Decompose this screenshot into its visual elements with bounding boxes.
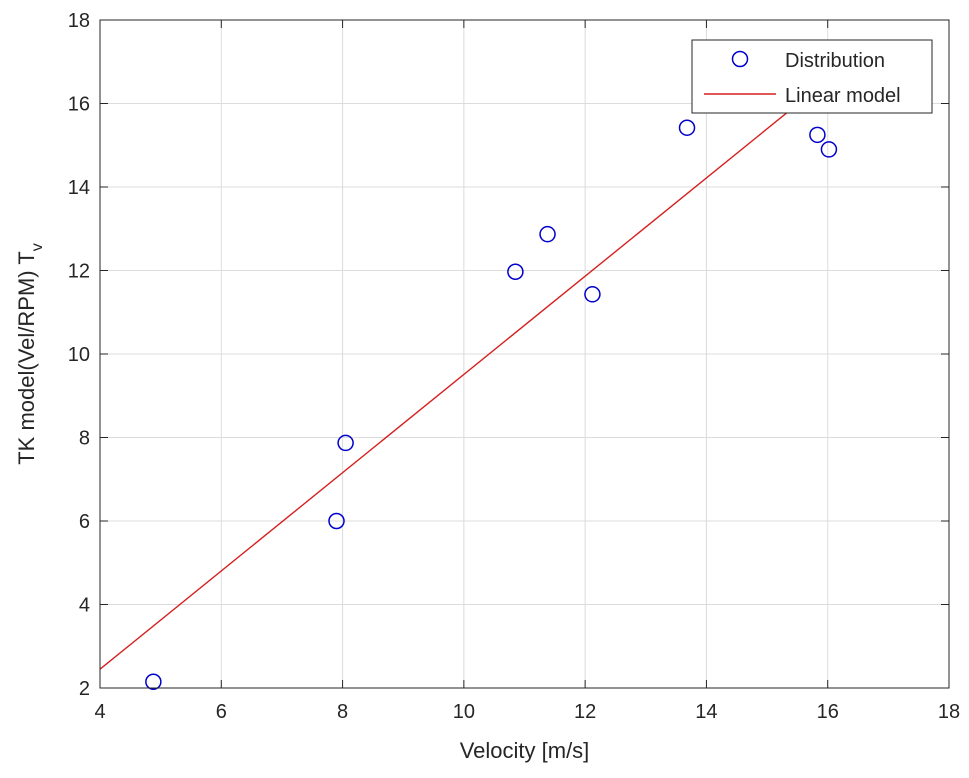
y-axis-label-main: TK model(Vel/RPM) T	[14, 251, 39, 465]
x-tick-label: 14	[695, 701, 717, 723]
x-axis-label: Velocity [m/s]	[460, 738, 590, 763]
x-tick-label: 6	[216, 701, 227, 723]
y-tick-label: 14	[68, 177, 90, 199]
x-tick-label: 12	[574, 701, 596, 723]
y-tick-label: 2	[79, 678, 90, 700]
y-tick-label: 8	[79, 428, 90, 450]
y-tick-label: 6	[79, 511, 90, 533]
legend-label-linear-model: Linear model	[785, 85, 901, 107]
data-point	[809, 126, 826, 144]
x-tick-label: 10	[453, 701, 475, 723]
x-tick-label: 18	[938, 701, 960, 723]
data-point	[584, 286, 601, 303]
data-point	[328, 512, 345, 530]
legend: Distribution Linear model	[691, 39, 933, 114]
x-tick-label: 4	[94, 701, 105, 723]
y-axis-label: TK model(Vel/RPM) Tv	[14, 243, 46, 465]
series-layer	[99, 98, 838, 690]
data-point	[678, 119, 696, 136]
legend-marker-distribution	[731, 50, 749, 68]
y-tick-label: 18	[68, 10, 90, 32]
data-point	[820, 141, 838, 158]
legend-box	[691, 39, 933, 114]
x-tick-label: 16	[817, 701, 839, 723]
data-point	[507, 263, 524, 281]
linear-model-line	[99, 98, 804, 670]
x-tick-label: 8	[337, 701, 348, 723]
y-tick-label: 16	[68, 94, 90, 116]
y-tick-label: 12	[68, 261, 90, 283]
data-point	[539, 225, 556, 243]
data-point	[145, 673, 162, 690]
y-tick-label: 10	[68, 344, 90, 366]
y-axis-label-subscript: v	[29, 243, 46, 251]
y-tick-label: 4	[79, 595, 90, 617]
legend-label-distribution: Distribution	[785, 50, 885, 72]
data-point	[337, 434, 354, 452]
